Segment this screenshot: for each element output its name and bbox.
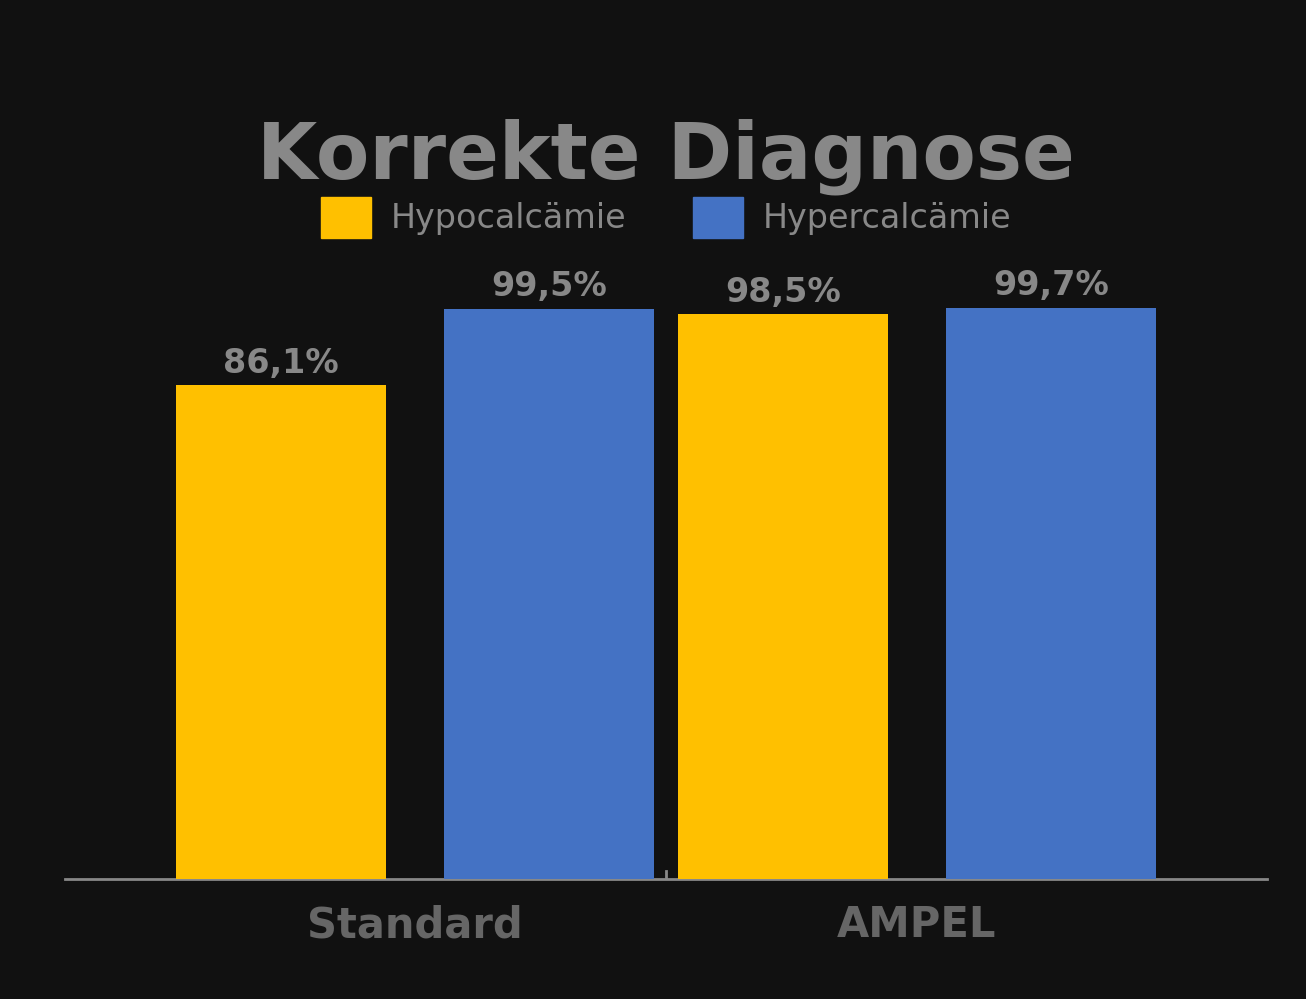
Text: 99,7%: 99,7% bbox=[993, 269, 1109, 302]
Bar bbox=[678, 315, 888, 879]
Title: Korrekte Diagnose: Korrekte Diagnose bbox=[257, 118, 1075, 195]
Text: 86,1%: 86,1% bbox=[223, 347, 340, 380]
Bar bbox=[176, 386, 387, 879]
Bar bbox=[946, 308, 1156, 879]
Legend: Hypocalcämie, Hypercalcämie: Hypocalcämie, Hypercalcämie bbox=[307, 184, 1025, 251]
Text: 98,5%: 98,5% bbox=[725, 276, 841, 309]
Bar bbox=[444, 309, 654, 879]
Text: 99,5%: 99,5% bbox=[491, 270, 607, 303]
